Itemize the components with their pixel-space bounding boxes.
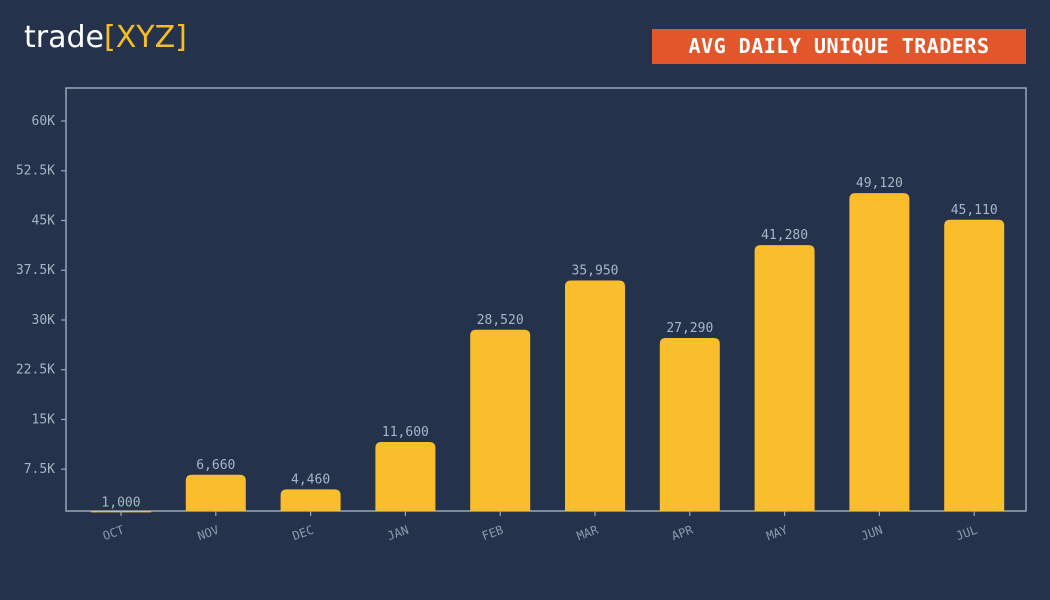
x-tick-label-jan: JAN <box>385 523 410 544</box>
bar-apr <box>659 337 720 511</box>
bar-nov <box>185 474 246 511</box>
bars <box>90 193 1005 513</box>
x-tick-label-nov: NOV <box>196 523 221 544</box>
value-label-jul: 45,110 <box>951 203 998 218</box>
y-tick-label: 22.5K <box>16 363 55 378</box>
value-label-feb: 28,520 <box>477 313 524 328</box>
value-label-dec: 4,460 <box>291 472 330 487</box>
value-label-apr: 27,290 <box>666 321 713 336</box>
bar-feb <box>470 329 531 511</box>
chart-title: AVG DAILY UNIQUE TRADERS <box>652 29 1026 64</box>
value-label-may: 41,280 <box>761 228 808 243</box>
x-tick-label-dec: DEC <box>290 523 315 544</box>
y-tick-label: 7.5K <box>24 462 55 477</box>
value-label-oct: 1,000 <box>101 495 140 510</box>
y-tick-label: 37.5K <box>16 263 55 278</box>
value-label-jun: 49,120 <box>856 176 903 191</box>
value-labels: 1,000 6,660 4,460 11,600 28,520 35,950 27,290 4… <box>101 176 997 510</box>
y-tick-label: 15K <box>32 412 56 427</box>
y-tick-label: 45K <box>32 213 56 228</box>
bar-dec <box>280 489 341 511</box>
bar-jul <box>944 219 1005 512</box>
value-label-mar: 35,950 <box>572 264 619 279</box>
bar-mar <box>565 280 625 511</box>
logo-text-main: trade <box>24 20 104 55</box>
bar-jun <box>849 193 910 511</box>
x-axis: OCT NOV DEC JAN FEB MAR APR MAY JUN JUL <box>101 511 979 543</box>
y-tick-label: 60K <box>32 114 56 129</box>
bar-may <box>754 245 815 511</box>
x-tick-label-jul: JUL <box>954 523 979 544</box>
x-tick-label-mar: MAR <box>575 522 601 543</box>
x-tick-label-jun: JUN <box>859 523 884 544</box>
x-tick-label-oct: OCT <box>101 523 126 544</box>
x-tick-label-may: MAY <box>764 522 790 543</box>
value-label-jan: 11,600 <box>382 425 429 440</box>
plot-frame <box>65 87 1027 512</box>
logo-text-accent: [XYZ] <box>103 20 187 55</box>
x-tick-label-apr: APR <box>670 522 696 543</box>
bar-jan <box>375 442 436 511</box>
y-tick-label: 52.5K <box>16 164 55 179</box>
value-label-nov: 6,660 <box>196 458 235 473</box>
y-axis: 7.5K 15K 22.5K 30K 37.5K 45K 52.5K 60K <box>16 114 66 477</box>
x-tick-label-feb: FEB <box>480 523 505 544</box>
y-tick-label: 30K <box>32 313 56 328</box>
brand-logo: trade[XYZ] <box>24 18 187 58</box>
